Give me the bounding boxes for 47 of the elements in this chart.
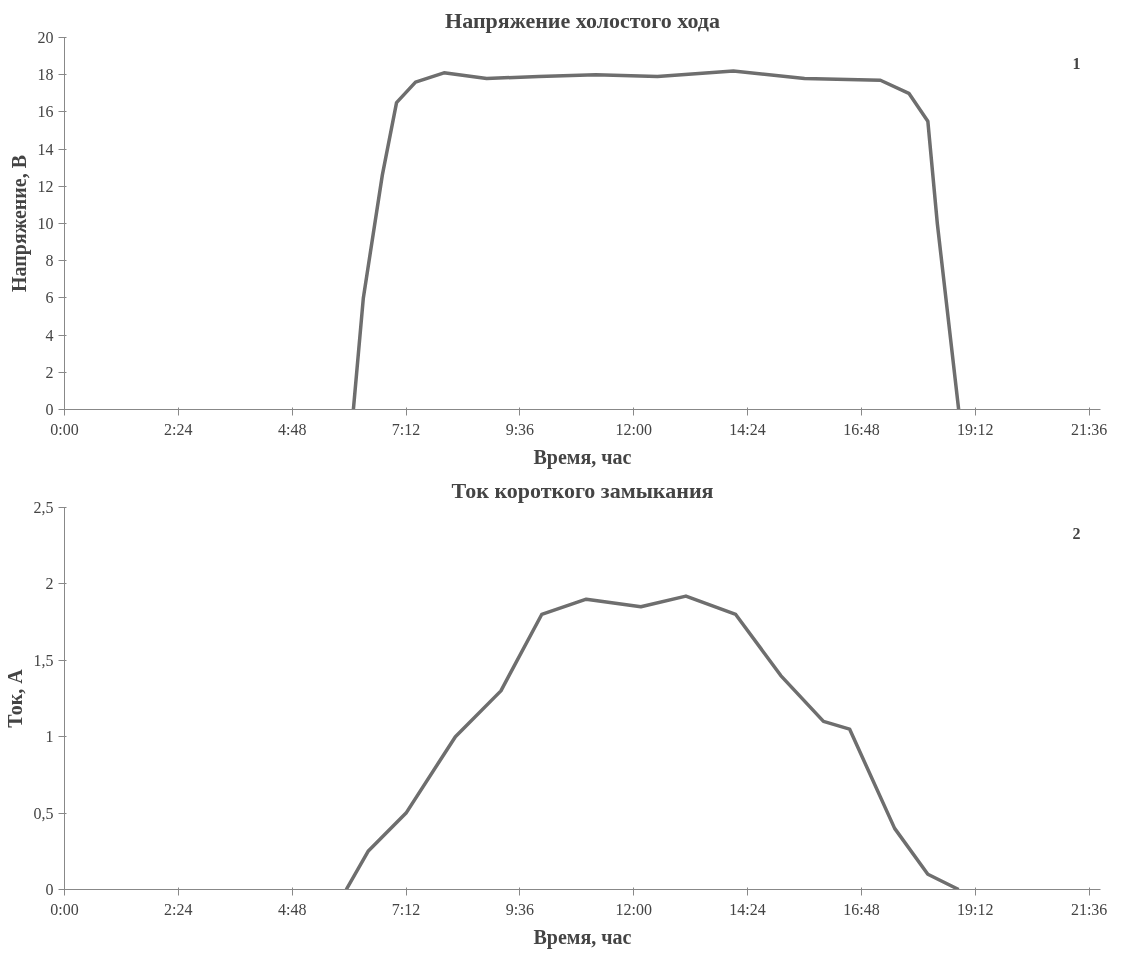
line-series <box>351 69 961 410</box>
x-tick-label: 12:00 <box>615 420 652 438</box>
x-tick-label: 16:48 <box>843 420 880 438</box>
x-tick-label: 2:24 <box>164 420 193 438</box>
chart-title: Напряжение холостого хода <box>445 7 720 33</box>
y-tick-label: 18 <box>37 66 54 84</box>
y-axis-title: Напряжение, В <box>7 154 31 293</box>
y-tick-label: 1 <box>45 728 54 746</box>
y-axis-title: Ток, А <box>3 668 26 728</box>
y-tick-label: 12 <box>37 177 54 195</box>
y-tick-label: 10 <box>37 215 54 232</box>
x-tick-label: 0:00 <box>50 900 79 918</box>
x-tick-label: 19:12 <box>957 420 994 438</box>
y-tick-label: 2,5 <box>33 499 54 516</box>
x-tick-label: 7:12 <box>391 900 421 918</box>
chart-title: Ток короткого замыкания <box>451 477 714 503</box>
y-tick-label: 0 <box>45 401 54 418</box>
x-tick-label: 19:12 <box>957 900 994 918</box>
y-tick-label: 8 <box>45 252 54 270</box>
y-tick-label: 2 <box>45 575 54 593</box>
y-tick-label: 6 <box>45 289 54 307</box>
y-tick-label: 16 <box>37 103 54 121</box>
x-tick-label: 21:36 <box>1070 420 1108 438</box>
annotation: 1 <box>1072 54 1081 72</box>
x-tick-label: 14:24 <box>729 900 766 918</box>
x-axis-title: Время, час <box>533 445 632 469</box>
x-tick-label: 4:48 <box>277 900 307 918</box>
x-tick-label: 21:36 <box>1070 900 1108 918</box>
x-tick-label: 2:24 <box>164 900 193 918</box>
x-tick-label: 0:00 <box>50 420 79 438</box>
y-tick-label: 1,5 <box>33 651 54 669</box>
y-tick-label: 4 <box>45 326 54 344</box>
x-tick-label: 16:48 <box>843 900 880 918</box>
x-tick-label: 7:12 <box>391 420 421 438</box>
y-tick-label: 0,5 <box>33 804 54 822</box>
y-tick-label: 20 <box>37 29 54 46</box>
x-tick-label: 14:24 <box>729 420 766 438</box>
y-tick-label: 0 <box>45 881 54 898</box>
x-tick-label: 12:00 <box>615 900 652 918</box>
x-tick-label: 9:36 <box>505 900 535 918</box>
x-axis-title: Время, час <box>533 925 632 949</box>
line-series <box>344 594 961 890</box>
annotation: 2 <box>1072 524 1081 542</box>
x-tick-label: 4:48 <box>277 420 307 438</box>
y-tick-label: 14 <box>37 140 54 158</box>
y-tick-label: 2 <box>45 363 54 381</box>
x-tick-label: 9:36 <box>505 420 535 438</box>
